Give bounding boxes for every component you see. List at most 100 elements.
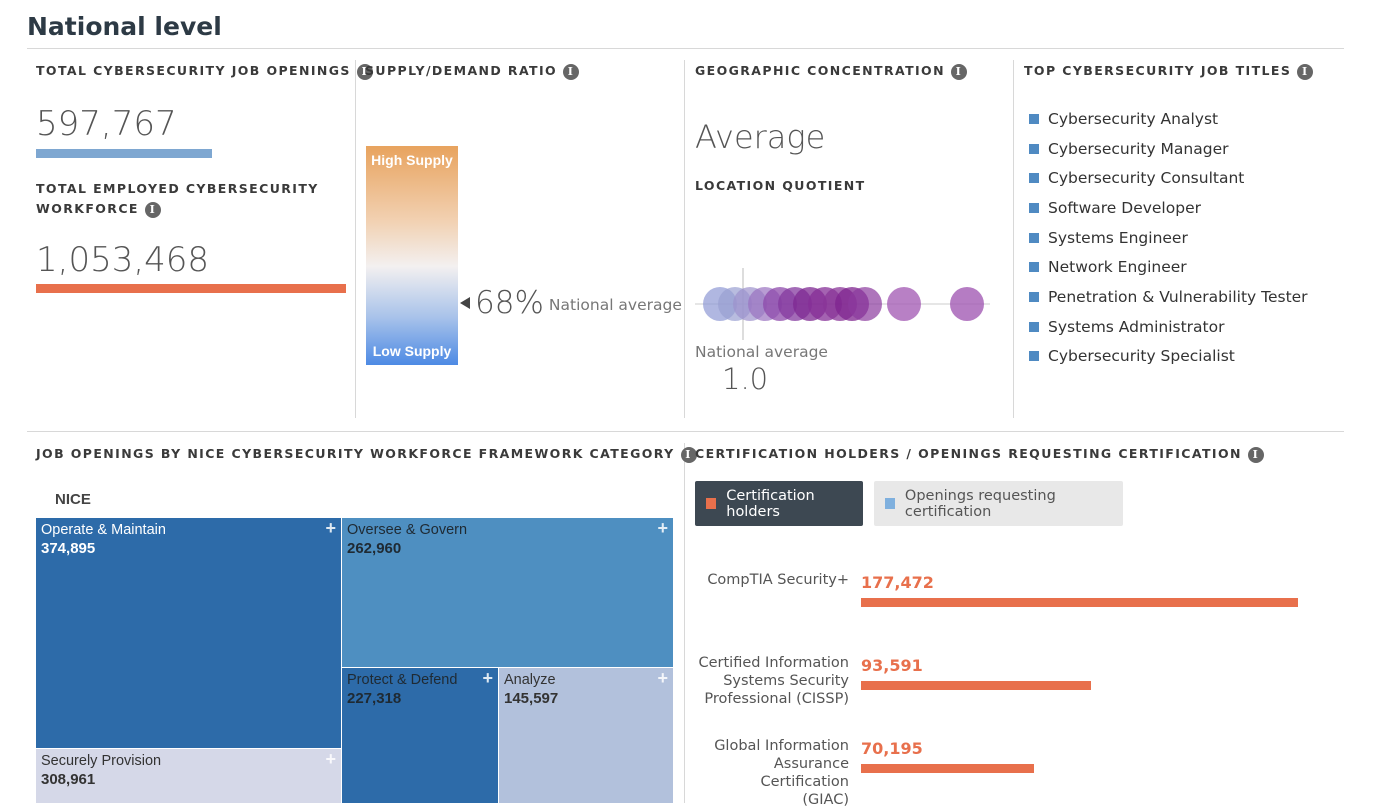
divider bbox=[684, 60, 685, 418]
top-titles-label: TOP CYBERSECURITY JOB TITLES i bbox=[1024, 63, 1314, 80]
cert-name-line: Certified Information bbox=[698, 655, 849, 671]
info-icon[interactable]: i bbox=[1247, 446, 1264, 463]
job-openings-label-text: TOTAL CYBERSECURITY JOB OPENINGS bbox=[36, 63, 351, 78]
marker-triangle-icon bbox=[460, 297, 470, 309]
supply-demand-label: SUPPLY/DEMAND RATIO i bbox=[365, 63, 580, 80]
title-item-label: Systems Engineer bbox=[1048, 228, 1188, 247]
workforce-label-line1: TOTAL EMPLOYED CYBERSECURITY bbox=[36, 181, 319, 196]
title-item-label: Network Engineer bbox=[1048, 258, 1187, 277]
info-icon[interactable]: i bbox=[563, 63, 580, 80]
divider bbox=[27, 431, 1344, 432]
square-bullet-icon bbox=[1029, 321, 1039, 332]
treemap-cell-name: Analyze bbox=[504, 672, 556, 688]
expand-icon[interactable]: + bbox=[325, 749, 336, 769]
cert-name: CompTIA Security+ bbox=[690, 571, 849, 589]
title-item-label: Systems Administrator bbox=[1048, 317, 1225, 336]
title-item: Software Developer bbox=[1029, 193, 1308, 223]
title-item-label: Penetration & Vulnerability Tester bbox=[1048, 287, 1308, 306]
title-item: Penetration & Vulnerability Tester bbox=[1029, 282, 1308, 312]
square-bullet-icon bbox=[1029, 351, 1039, 362]
title-item: Cybersecurity Specialist bbox=[1029, 342, 1308, 372]
supply-demand-value: 68% bbox=[475, 285, 544, 321]
supply-demand-label-text: SUPPLY/DEMAND RATIO bbox=[365, 63, 558, 78]
supply-demand-caption: National average bbox=[548, 296, 682, 314]
orange-legend-swatch-icon bbox=[706, 498, 717, 509]
title-item-label: Cybersecurity Analyst bbox=[1048, 109, 1219, 128]
treemap-cell-name: Operate & Maintain bbox=[41, 522, 166, 538]
title-item-label: Software Developer bbox=[1048, 198, 1201, 217]
top-titles-list: Cybersecurity Analyst Cybersecurity Mana… bbox=[1029, 104, 1308, 371]
job-openings-bar bbox=[36, 149, 212, 158]
lq-average-caption: National average bbox=[695, 343, 828, 361]
treemap-cell-protect-defend[interactable]: + Protect & Defend 227,318 bbox=[342, 668, 498, 803]
workforce-value: 1,053,468 bbox=[36, 240, 210, 280]
info-icon[interactable]: i bbox=[356, 63, 373, 80]
job-openings-label: TOTAL CYBERSECURITY JOB OPENINGS i bbox=[36, 63, 373, 80]
expand-icon[interactable]: + bbox=[657, 668, 668, 688]
square-bullet-icon bbox=[1029, 113, 1039, 124]
title-item: Systems Administrator bbox=[1029, 312, 1308, 342]
geo-value: Average bbox=[695, 118, 826, 156]
info-icon[interactable]: i bbox=[680, 446, 697, 463]
cert-name-line: Assurance Certification bbox=[760, 756, 850, 790]
blue-legend-swatch-icon bbox=[885, 498, 895, 509]
supply-marker: 68% National average bbox=[460, 285, 682, 321]
treemap-cell-value: 145,597 bbox=[504, 690, 559, 707]
square-bullet-icon bbox=[1029, 262, 1039, 273]
treemap-cell-analyze[interactable]: + Analyze 145,597 bbox=[499, 668, 673, 803]
cert-bar bbox=[861, 681, 1091, 690]
square-bullet-icon bbox=[1029, 173, 1039, 184]
treemap-cell-securely-provision[interactable]: + Securely Provision 308,961 bbox=[36, 749, 341, 803]
cert-value: 177,472 bbox=[861, 573, 934, 592]
treemap-cell-oversee-govern[interactable]: + Oversee & Govern 262,960 bbox=[342, 518, 673, 667]
cert-bar bbox=[861, 764, 1034, 773]
nice-label: JOB OPENINGS BY NICE CYBERSECURITY WORKF… bbox=[36, 446, 697, 463]
cert-value: 93,591 bbox=[861, 656, 923, 675]
supply-gradient: High Supply Low Supply bbox=[366, 146, 458, 365]
treemap-cell-operate-maintain[interactable]: + Operate & Maintain 374,895 bbox=[36, 518, 341, 748]
cert-holders-button-label: Certification holders bbox=[726, 487, 815, 520]
lq-average-value: 1.0 bbox=[722, 362, 769, 396]
geo-label-text: GEOGRAPHIC CONCENTRATION bbox=[695, 63, 945, 78]
info-icon[interactable]: i bbox=[950, 63, 967, 80]
openings-requesting-button[interactable]: Openings requesting certification bbox=[874, 481, 1123, 526]
location-quotient-label: LOCATION QUOTIENT bbox=[695, 178, 866, 193]
treemap-cell-value: 227,318 bbox=[347, 690, 402, 707]
title-item: Network Engineer bbox=[1029, 252, 1308, 282]
cert-name-line: Global Information bbox=[714, 738, 849, 754]
info-icon[interactable]: i bbox=[1297, 63, 1314, 80]
title-item: Systems Engineer bbox=[1029, 223, 1308, 253]
treemap-cell-value: 374,895 bbox=[41, 540, 96, 557]
expand-icon[interactable]: + bbox=[657, 518, 668, 538]
cert-name-line: Systems Security bbox=[723, 673, 849, 689]
location-quotient-dot-plot bbox=[695, 268, 990, 340]
title-item: Cybersecurity Analyst bbox=[1029, 104, 1308, 134]
lq-dot bbox=[848, 287, 882, 321]
openings-requesting-button-label: Openings requesting certification bbox=[904, 487, 1056, 520]
treemap-cell-name: Securely Provision bbox=[41, 753, 162, 769]
divider bbox=[355, 60, 356, 418]
title-item-label: Cybersecurity Consultant bbox=[1048, 169, 1245, 188]
treemap-cell-name: Protect & Defend bbox=[347, 672, 458, 688]
square-bullet-icon bbox=[1029, 202, 1039, 213]
certs-label: CERTIFICATION HOLDERS / OPENINGS REQUEST… bbox=[695, 446, 1264, 463]
cert-name: Global Information Assurance Certificati… bbox=[690, 737, 849, 809]
workforce-label-line2: WORKFORCE bbox=[36, 201, 139, 216]
expand-icon[interactable]: + bbox=[325, 518, 336, 538]
title-item: Cybersecurity Manager bbox=[1029, 134, 1308, 164]
certs-label-text: CERTIFICATION HOLDERS / OPENINGS REQUEST… bbox=[695, 446, 1242, 461]
top-titles-label-text: TOP CYBERSECURITY JOB TITLES bbox=[1024, 63, 1292, 78]
geo-label: GEOGRAPHIC CONCENTRATION i bbox=[695, 63, 967, 80]
nice-subtitle: NICE bbox=[55, 491, 91, 508]
treemap-cell-name: Oversee & Govern bbox=[347, 522, 468, 538]
cert-holders-button[interactable]: Certification holders bbox=[695, 481, 863, 526]
title-divider bbox=[27, 48, 1344, 49]
title-item: Cybersecurity Consultant bbox=[1029, 163, 1308, 193]
nice-label-text: JOB OPENINGS BY NICE CYBERSECURITY WORKF… bbox=[36, 446, 675, 461]
cert-name-line: Professional (CISSP) bbox=[704, 691, 849, 707]
title-item-label: Cybersecurity Manager bbox=[1048, 139, 1229, 158]
expand-icon[interactable]: + bbox=[482, 668, 493, 688]
job-openings-value: 597,767 bbox=[36, 104, 177, 144]
cert-bar bbox=[861, 598, 1298, 607]
info-icon[interactable]: i bbox=[144, 201, 161, 218]
